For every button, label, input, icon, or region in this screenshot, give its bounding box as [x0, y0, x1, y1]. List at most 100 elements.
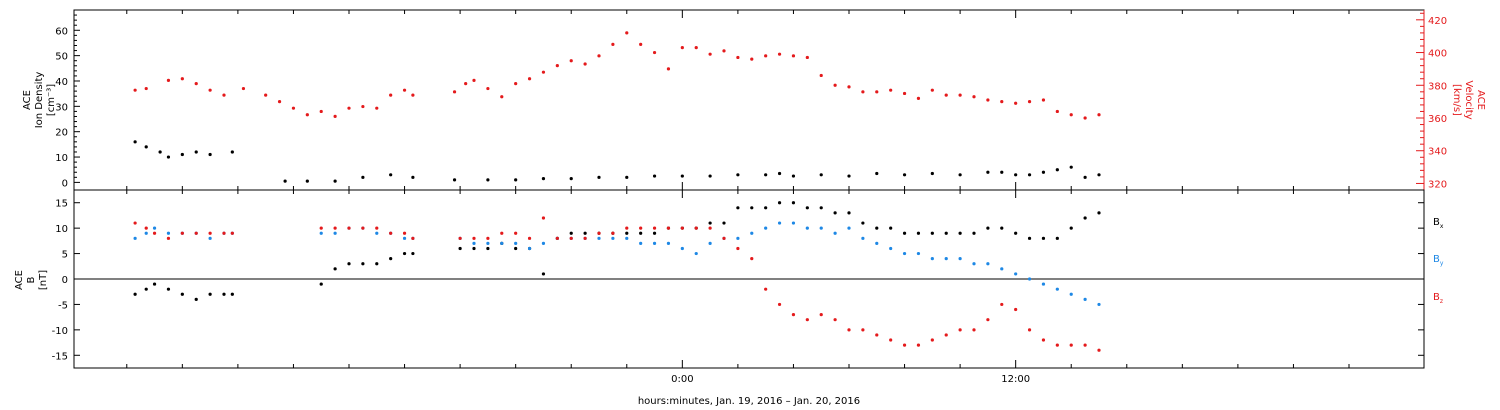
bx-point [402, 251, 407, 256]
bz-point [1083, 343, 1087, 347]
time-axis-label: hours:minutes, Jan. 19, 2016 – Jan. 20, … [638, 396, 860, 407]
bx-point [750, 206, 754, 210]
bz-point [902, 343, 907, 347]
velocity-point [389, 93, 393, 97]
density-point [777, 171, 782, 176]
velocity-point [133, 88, 137, 92]
b-tick-label: -10 [52, 326, 68, 337]
velocity-point [708, 52, 712, 56]
top-panel-frame [73, 9, 1425, 191]
bx-point [1027, 236, 1032, 240]
bx-point [722, 221, 726, 225]
bx-point [764, 206, 768, 210]
density-point [230, 150, 234, 154]
legend-bz-label: B [1433, 292, 1440, 303]
velocity-point [319, 109, 323, 114]
bz-point [1027, 328, 1032, 332]
velocity-point [930, 88, 934, 92]
bz-point [527, 236, 532, 240]
velocity-point [819, 73, 823, 78]
density-point [486, 178, 490, 182]
bx-point [902, 231, 907, 235]
velocity-point [666, 67, 671, 71]
bz-point [1069, 343, 1073, 347]
bz-point [486, 236, 490, 240]
by-point [916, 251, 921, 256]
density-point [452, 178, 457, 182]
bz-point [597, 231, 601, 235]
density-point [1097, 173, 1101, 177]
bx-point [958, 231, 962, 235]
velocity-tick-label: 340 [1428, 147, 1447, 158]
density-point [764, 173, 768, 177]
by-point [514, 241, 518, 245]
velocity-tick-label: 380 [1428, 81, 1447, 92]
by-point [972, 262, 976, 266]
by-point [1027, 277, 1032, 281]
bx-point [652, 231, 657, 235]
density-point [514, 178, 518, 182]
density-point [305, 179, 309, 183]
density-point [1014, 173, 1018, 177]
bz-point [777, 302, 782, 307]
density-axis-ticks: 0 10 20 30 40 50 60 [55, 9, 80, 189]
velocity-point [347, 106, 351, 110]
by-point [819, 226, 823, 230]
density-tick-label: 60 [55, 26, 68, 37]
bx-point [986, 226, 990, 230]
legend-by: By [1433, 254, 1444, 267]
bx-point [333, 267, 337, 271]
bz-point [472, 236, 476, 240]
b-axis-ticks: -15 -10 -5 0 5 10 15 [52, 199, 1424, 362]
density-point [569, 176, 573, 181]
bx-point [541, 272, 546, 276]
legend-bx-label: B [1433, 217, 1440, 228]
velocity-point [611, 42, 615, 46]
bx-point [1014, 231, 1018, 235]
bx-point [222, 292, 226, 296]
bz-point [819, 313, 823, 317]
velocity-point [464, 82, 468, 86]
by-point [666, 241, 671, 245]
by-point [1083, 297, 1087, 301]
velocity-label-line3: [km/s] [1451, 84, 1462, 116]
density-point [1027, 173, 1032, 177]
density-axis-label: ACE Ion Density [cm⁻³] [22, 72, 57, 129]
bz-point [652, 226, 657, 230]
bz-point [750, 257, 754, 261]
bx-point [486, 246, 490, 251]
bz-point [569, 236, 573, 240]
by-point [777, 221, 782, 225]
velocity-label-line2: Velocity [1463, 80, 1474, 119]
density-point [333, 179, 337, 183]
bz-point [1097, 348, 1101, 352]
by-point [1000, 267, 1004, 271]
bx-point [1083, 216, 1087, 220]
by-point [1014, 272, 1018, 276]
velocity-point [527, 77, 532, 81]
velocity-point [833, 83, 837, 87]
density-tick-label: 20 [55, 128, 68, 139]
bx-point [319, 282, 323, 286]
bz-point [722, 236, 726, 240]
density-label-line3: [cm⁻³] [46, 84, 57, 116]
velocity-point [180, 77, 184, 81]
bz-point [541, 216, 546, 220]
bz-point [736, 246, 740, 251]
bx-point [208, 292, 212, 296]
velocity-point [1097, 113, 1101, 117]
legend-by-label: B [1433, 254, 1440, 265]
legend: Bx By Bz [1433, 217, 1444, 305]
bx-point [569, 231, 573, 235]
density-point [194, 150, 198, 154]
by-point [500, 241, 504, 245]
b-tick-label: 15 [55, 199, 68, 210]
bx-point [361, 262, 365, 266]
velocity-point [264, 93, 268, 97]
velocity-point [847, 85, 851, 89]
velocity-point [1014, 101, 1018, 105]
density-tick-label: 30 [55, 102, 68, 113]
legend-bz: Bz [1433, 292, 1443, 305]
bx-point [411, 251, 415, 256]
